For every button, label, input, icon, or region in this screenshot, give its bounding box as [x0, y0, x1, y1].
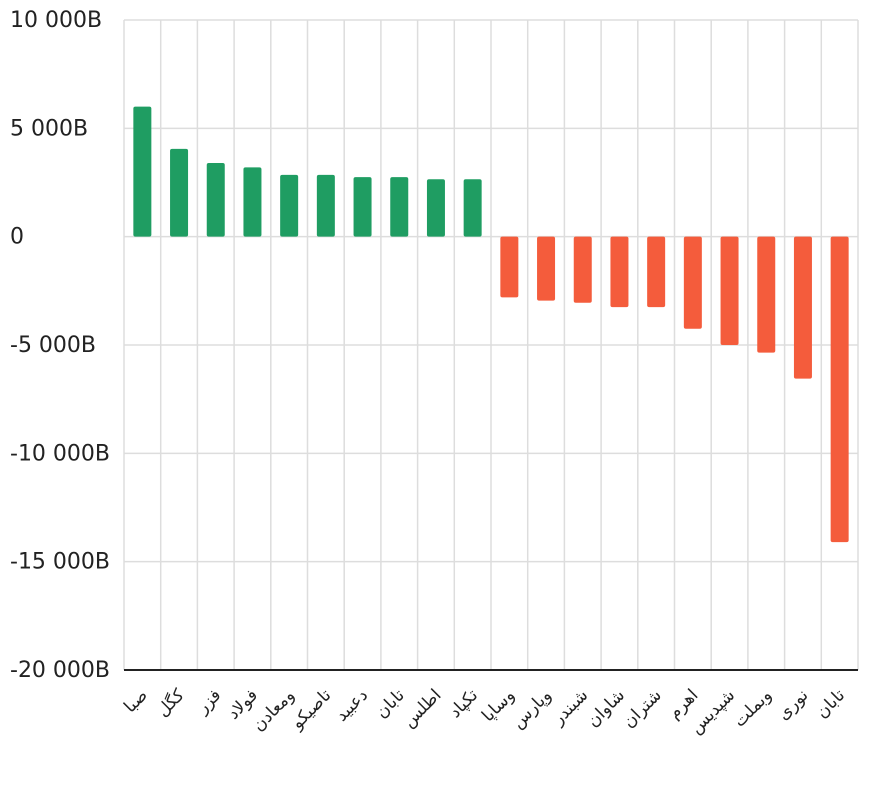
- y-tick-label: 5 000B: [10, 116, 88, 141]
- bar: [573, 236, 592, 303]
- grid-lines: [123, 19, 859, 670]
- x-tick-label: کگل: [152, 684, 189, 721]
- x-tick-label: اطلس: [399, 685, 445, 731]
- x-tick-label: صبا: [120, 685, 152, 717]
- x-tick-label: شاوان: [583, 685, 629, 731]
- bar: [133, 106, 152, 237]
- y-tick-labels: 10 000B 5 000B 0 -5 000B -10 000B -15 000B -20…: [10, 8, 110, 683]
- x-tick-label: وبملت: [730, 685, 776, 731]
- bar: [316, 174, 335, 237]
- bar: [353, 177, 372, 237]
- y-tick-label: -10 000B: [10, 441, 110, 466]
- bar: [206, 163, 225, 237]
- y-tick-label: -15 000B: [10, 550, 110, 575]
- bar: [683, 236, 702, 329]
- bar: [390, 177, 409, 237]
- x-tick-label: فزر: [192, 685, 225, 718]
- x-tick-label: شتران: [619, 685, 666, 732]
- x-tick-label: شبندر: [548, 685, 592, 729]
- bar: [647, 236, 666, 308]
- x-tick-label: تاصیکو: [287, 685, 336, 734]
- bar: [830, 236, 849, 543]
- x-tick-label: تابان: [812, 685, 849, 722]
- bar: [170, 148, 189, 237]
- bar: [243, 167, 262, 237]
- y-tick-label: 0: [10, 225, 24, 250]
- x-tick-label: تکپاد: [445, 685, 482, 722]
- bar: [537, 236, 556, 301]
- y-tick-label: -5 000B: [10, 333, 96, 358]
- bar: [280, 174, 299, 237]
- x-tick-label: نوری: [774, 685, 813, 724]
- bar: [463, 179, 482, 237]
- x-tick-label: دعبید: [332, 685, 372, 725]
- bar: [426, 179, 445, 237]
- bar: [757, 236, 776, 353]
- bars-group: [133, 106, 849, 543]
- bar: [500, 236, 519, 298]
- bar: [610, 236, 629, 308]
- y-tick-label: 10 000B: [10, 8, 102, 33]
- x-tick-label: وپارس: [508, 685, 555, 732]
- bar: [793, 236, 812, 379]
- y-tick-label: -20 000B: [10, 658, 110, 683]
- bar: [720, 236, 739, 345]
- x-tick-label: ومعادن: [249, 685, 299, 735]
